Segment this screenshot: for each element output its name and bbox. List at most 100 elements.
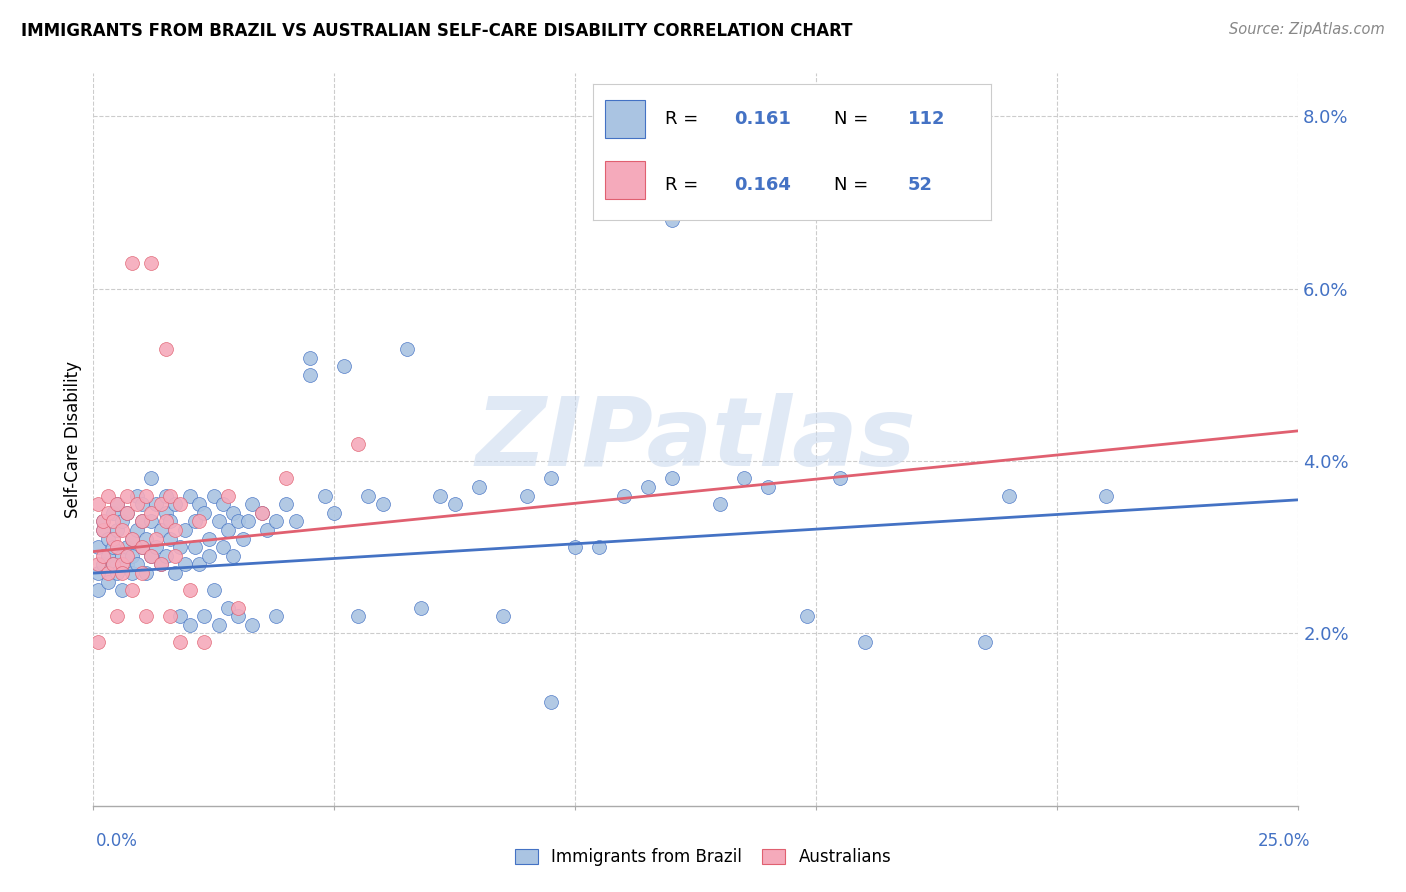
Point [299, 368, 322, 382]
Point [101, 506, 124, 520]
Point [97, 506, 120, 520]
Point [97, 532, 120, 546]
Point [145, 497, 167, 511]
Point [155, 515, 177, 529]
Point [87, 541, 110, 555]
Point [111, 583, 134, 598]
Point [101, 541, 124, 555]
Point [91, 549, 114, 563]
Point [107, 497, 129, 511]
Point [121, 566, 143, 581]
Point [97, 574, 120, 589]
Point [141, 549, 163, 563]
Point [149, 497, 172, 511]
Point [226, 515, 249, 529]
Point [179, 489, 201, 503]
Point [111, 558, 134, 572]
Point [125, 489, 148, 503]
Point [115, 541, 138, 555]
Point [165, 497, 187, 511]
Point [101, 532, 124, 546]
Point [115, 506, 138, 520]
Point [101, 558, 124, 572]
Point [101, 515, 124, 529]
Point [141, 549, 163, 563]
Point [347, 609, 370, 624]
Point [169, 635, 191, 649]
Point [250, 506, 273, 520]
Point [87, 583, 110, 598]
Point [97, 489, 120, 503]
Point [111, 515, 134, 529]
Point [333, 359, 356, 373]
Point [236, 515, 259, 529]
Point [141, 515, 163, 529]
Point [155, 549, 177, 563]
Point [188, 497, 211, 511]
Point [188, 558, 211, 572]
Point [101, 558, 124, 572]
Point [998, 489, 1021, 503]
Point [115, 549, 138, 563]
Point [357, 489, 380, 503]
Point [202, 489, 225, 503]
Point [115, 506, 138, 520]
Point [492, 609, 515, 624]
Point [540, 696, 562, 710]
Point [733, 471, 755, 485]
Point [115, 489, 138, 503]
Point [121, 583, 143, 598]
Point [183, 541, 205, 555]
Point [217, 600, 239, 615]
Point [155, 342, 177, 356]
Text: Source: ZipAtlas.com: Source: ZipAtlas.com [1229, 22, 1385, 37]
Point [222, 549, 245, 563]
Point [111, 549, 134, 563]
Point [111, 523, 134, 537]
Point [193, 506, 215, 520]
Point [121, 549, 143, 563]
Point [198, 532, 221, 546]
Point [212, 497, 235, 511]
Point [125, 497, 148, 511]
Point [131, 515, 153, 529]
Point [540, 471, 562, 485]
Text: ZIPatlas: ZIPatlas [475, 393, 917, 486]
Point [347, 436, 370, 450]
Point [395, 342, 418, 356]
Point [709, 497, 731, 511]
Point [588, 541, 610, 555]
Point [131, 515, 153, 529]
Point [107, 566, 129, 581]
Point [141, 471, 163, 485]
Point [121, 532, 143, 546]
Point [87, 558, 110, 572]
Point [107, 609, 129, 624]
Point [107, 497, 129, 511]
Point [131, 541, 153, 555]
Point [149, 558, 172, 572]
Point [198, 549, 221, 563]
Point [266, 515, 288, 529]
Point [107, 523, 129, 537]
Point [179, 583, 201, 598]
Text: 0.0%: 0.0% [96, 831, 138, 849]
Point [155, 489, 177, 503]
Point [159, 609, 181, 624]
Point [121, 532, 143, 546]
Point [429, 489, 451, 503]
Point [87, 635, 110, 649]
Point [135, 532, 157, 546]
Point [516, 489, 538, 503]
Point [208, 618, 231, 632]
Point [661, 471, 683, 485]
Point [87, 497, 110, 511]
Point [91, 515, 114, 529]
Point [217, 489, 239, 503]
Point [222, 506, 245, 520]
Point [564, 541, 586, 555]
Point [226, 600, 249, 615]
Point [155, 506, 177, 520]
Point [174, 523, 197, 537]
Point [165, 549, 187, 563]
